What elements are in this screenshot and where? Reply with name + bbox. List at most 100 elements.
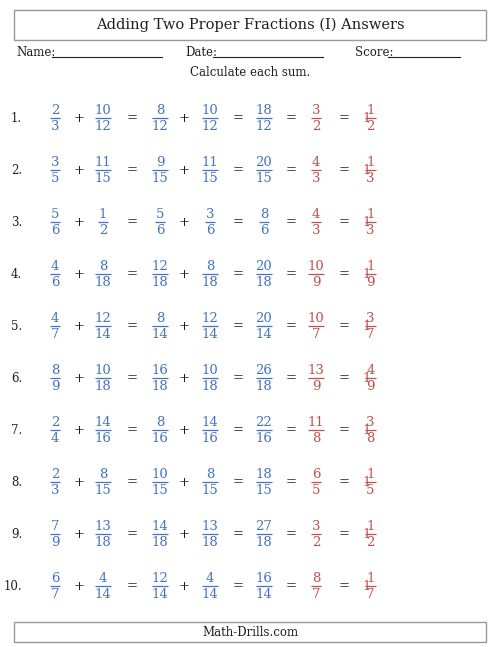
Text: 10: 10 [152, 468, 168, 481]
Text: 7: 7 [51, 520, 60, 532]
Text: +: + [178, 424, 190, 437]
Text: 8.: 8. [11, 476, 22, 488]
Text: 18: 18 [152, 536, 168, 549]
Text: 3: 3 [51, 155, 60, 168]
Text: 2.: 2. [11, 164, 22, 177]
Text: 18: 18 [256, 380, 272, 393]
Text: +: + [74, 111, 85, 124]
Text: =: = [232, 424, 243, 437]
Text: Adding Two Proper Fractions (I) Answers: Adding Two Proper Fractions (I) Answers [96, 18, 405, 32]
Text: 15: 15 [202, 483, 218, 496]
Text: +: + [178, 164, 190, 177]
Text: =: = [338, 371, 349, 384]
Text: =: = [126, 164, 138, 177]
Text: 18: 18 [256, 468, 272, 481]
Text: 1: 1 [362, 580, 370, 593]
Text: 9.: 9. [11, 527, 22, 540]
FancyBboxPatch shape [14, 10, 486, 40]
Text: 1: 1 [99, 208, 107, 221]
Text: 18: 18 [256, 276, 272, 289]
Text: 15: 15 [256, 483, 272, 496]
Text: 3: 3 [312, 104, 320, 116]
Text: 14: 14 [152, 327, 168, 340]
Text: 1: 1 [366, 208, 374, 221]
Text: 16: 16 [152, 364, 168, 377]
Text: 15: 15 [256, 171, 272, 184]
Text: 22: 22 [256, 415, 272, 428]
Text: 3: 3 [206, 208, 214, 221]
Text: 3: 3 [312, 223, 320, 237]
Text: =: = [126, 527, 138, 540]
Text: 1: 1 [362, 267, 370, 281]
Text: 13: 13 [308, 364, 324, 377]
Text: 14: 14 [256, 587, 272, 600]
Text: 12: 12 [202, 120, 218, 133]
Text: 18: 18 [202, 536, 218, 549]
Text: 1: 1 [366, 468, 374, 481]
Text: =: = [286, 215, 296, 228]
Text: =: = [286, 371, 296, 384]
Text: 18: 18 [202, 380, 218, 393]
Text: 7: 7 [51, 587, 60, 600]
Text: =: = [286, 267, 296, 281]
Text: +: + [178, 267, 190, 281]
Text: 1: 1 [362, 111, 370, 124]
Text: 9: 9 [312, 380, 320, 393]
Text: 4: 4 [366, 364, 374, 377]
Text: +: + [74, 527, 85, 540]
Text: Math-Drills.com: Math-Drills.com [202, 626, 298, 639]
Text: 2: 2 [51, 415, 59, 428]
Text: 8: 8 [206, 259, 214, 272]
Text: 5: 5 [51, 208, 59, 221]
Text: 2: 2 [312, 536, 320, 549]
Text: 4: 4 [51, 432, 59, 444]
Text: 6: 6 [260, 223, 268, 237]
Text: +: + [74, 476, 85, 488]
Text: 12: 12 [152, 571, 168, 584]
Text: 11: 11 [94, 155, 112, 168]
Text: 1: 1 [362, 320, 370, 333]
Text: =: = [338, 111, 349, 124]
Text: 3: 3 [312, 171, 320, 184]
Text: 4: 4 [99, 571, 107, 584]
Text: =: = [126, 320, 138, 333]
Text: +: + [178, 371, 190, 384]
Text: 16: 16 [94, 432, 112, 444]
Text: Date:: Date: [185, 45, 217, 58]
Text: =: = [126, 424, 138, 437]
Text: =: = [232, 215, 243, 228]
Text: 14: 14 [202, 327, 218, 340]
Text: 8: 8 [99, 259, 107, 272]
Text: 6: 6 [51, 276, 60, 289]
Text: =: = [338, 215, 349, 228]
Text: 8: 8 [260, 208, 268, 221]
Text: 14: 14 [94, 327, 112, 340]
Text: 1: 1 [362, 527, 370, 540]
Text: 7: 7 [312, 587, 320, 600]
Text: 5: 5 [51, 171, 59, 184]
Text: 13: 13 [202, 520, 218, 532]
Text: 2: 2 [366, 536, 374, 549]
Text: 1: 1 [362, 164, 370, 177]
Text: 1: 1 [362, 215, 370, 228]
Text: 9: 9 [51, 380, 60, 393]
Text: 12: 12 [94, 120, 112, 133]
Text: 2: 2 [312, 120, 320, 133]
Text: =: = [126, 111, 138, 124]
Text: 3: 3 [366, 415, 374, 428]
Text: =: = [286, 320, 296, 333]
Text: =: = [126, 215, 138, 228]
Text: 3: 3 [51, 120, 60, 133]
Text: 10: 10 [202, 104, 218, 116]
Text: 1: 1 [362, 424, 370, 437]
Text: 2: 2 [99, 223, 107, 237]
Text: 10.: 10. [4, 580, 22, 593]
Text: 18: 18 [152, 276, 168, 289]
Text: =: = [286, 527, 296, 540]
Text: 6: 6 [156, 223, 164, 237]
Text: 1: 1 [366, 155, 374, 168]
Text: +: + [178, 476, 190, 488]
Text: 7: 7 [366, 327, 374, 340]
Text: 20: 20 [256, 155, 272, 168]
Text: =: = [232, 476, 243, 488]
